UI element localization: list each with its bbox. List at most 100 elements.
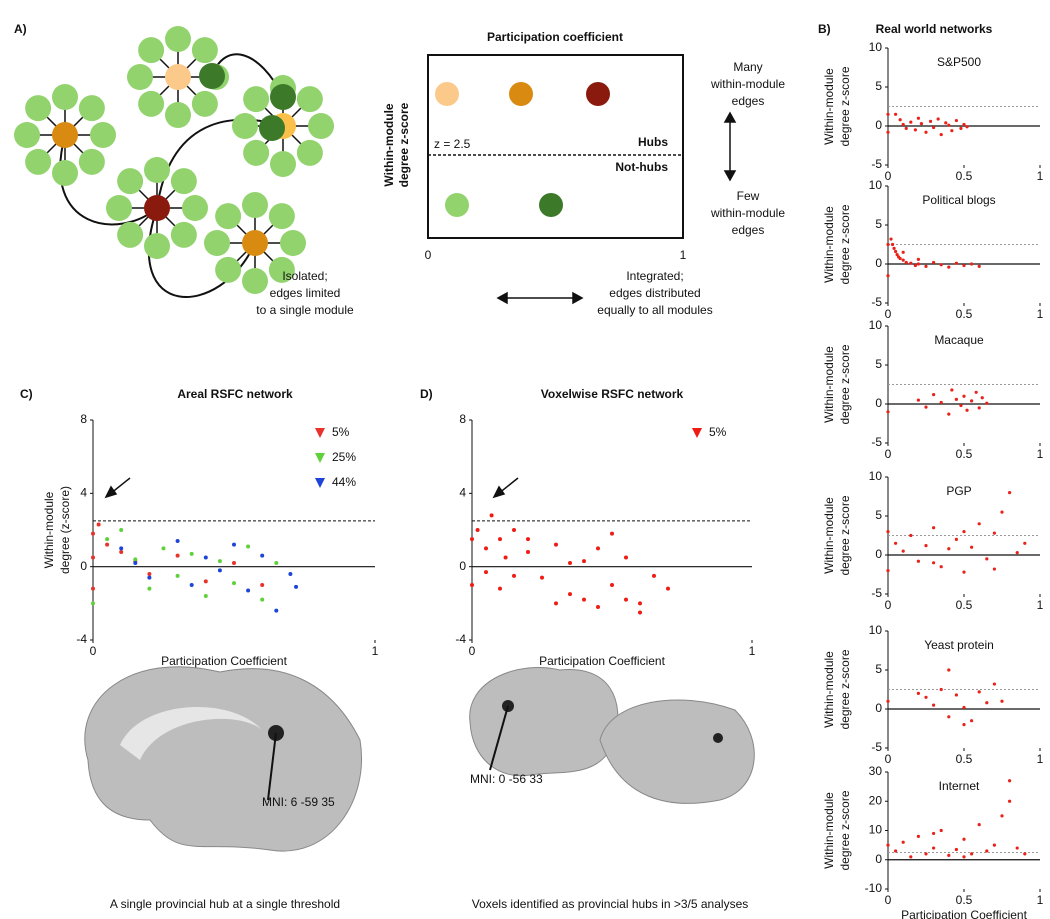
y-tick-label: 0 <box>875 701 882 715</box>
point <box>992 531 997 535</box>
point <box>939 263 943 267</box>
node <box>586 82 610 106</box>
x-tick-label: 1 <box>372 644 379 658</box>
point <box>947 123 951 127</box>
point <box>974 390 978 394</box>
y-label-line: Within-module <box>382 103 396 187</box>
point <box>916 834 921 838</box>
caption: Voxels identified as provincial hubs in … <box>472 897 749 911</box>
node <box>78 95 105 122</box>
schematic-text: edges <box>732 94 765 108</box>
point <box>246 588 251 593</box>
point <box>203 594 208 598</box>
chart-title: Political blogs <box>922 193 995 207</box>
legend-marker <box>315 453 325 463</box>
schematic-text: within-module <box>710 77 785 91</box>
point <box>932 125 936 130</box>
point <box>886 112 890 116</box>
point <box>470 583 474 587</box>
point <box>1023 852 1027 856</box>
point <box>932 561 936 565</box>
arrows <box>496 111 737 305</box>
node <box>117 168 144 195</box>
schematic-text: Isolated; <box>282 269 327 283</box>
point <box>232 581 236 586</box>
point <box>133 557 138 562</box>
y-tick-label: -5 <box>871 157 882 171</box>
point <box>147 572 152 576</box>
point <box>909 261 913 265</box>
node <box>243 139 270 166</box>
point <box>954 693 959 697</box>
point <box>217 559 222 564</box>
point <box>977 522 981 526</box>
chart-title: PGP <box>946 484 971 498</box>
y-tick-label: -10 <box>865 881 883 895</box>
schematic-text: equally to all modules <box>597 303 712 317</box>
chart-title: Macaque <box>934 333 984 347</box>
node <box>90 122 116 148</box>
point <box>924 544 928 548</box>
point <box>898 256 902 261</box>
point <box>954 261 959 265</box>
chart-title: S&P500 <box>937 55 981 69</box>
node <box>78 148 105 175</box>
y-tick-label: 4 <box>80 486 87 500</box>
hub-node <box>165 64 191 90</box>
point <box>203 555 208 560</box>
point <box>901 258 905 262</box>
x-tick-label: 0 <box>885 598 892 612</box>
point <box>959 126 963 130</box>
legend-marker <box>315 478 325 488</box>
point <box>554 601 558 606</box>
point <box>959 403 963 408</box>
node <box>144 233 170 259</box>
y-tick-label: 30 <box>869 764 883 778</box>
point <box>147 575 152 580</box>
point <box>950 388 954 392</box>
node <box>138 90 165 117</box>
x-max-label: 1 <box>680 248 687 262</box>
point <box>1015 846 1019 850</box>
y-tick-label: 5 <box>875 662 882 676</box>
point <box>526 537 530 542</box>
point <box>954 537 959 542</box>
hubs-label: Hubs <box>638 135 668 149</box>
point <box>909 120 913 124</box>
y-tick-label: 0 <box>875 118 882 132</box>
point <box>924 264 928 268</box>
y-tick-label: 0 <box>80 559 87 573</box>
point <box>886 569 890 573</box>
point <box>916 398 921 402</box>
point <box>962 855 966 859</box>
y-tick-label: 5 <box>875 217 882 231</box>
y-axis-label: Within-module degree z-score <box>822 495 852 575</box>
y-axis-label: Within-module degree z-score <box>822 790 852 870</box>
point <box>901 250 905 254</box>
point <box>962 263 966 268</box>
point <box>886 699 890 703</box>
y-label-line: degree z-score <box>838 204 852 284</box>
y-tick-label: 5 <box>875 508 882 522</box>
chart-title: Yeast protein <box>924 638 994 652</box>
x-tick-label: 0 <box>885 752 892 766</box>
point <box>916 257 921 261</box>
point <box>886 410 890 414</box>
x-tick-label: 0.5 <box>956 447 973 461</box>
schematic-text: edges distributed <box>609 286 700 300</box>
y-tick-label: 10 <box>869 318 883 332</box>
y-tick-label: 10 <box>869 178 883 192</box>
point <box>1000 510 1004 514</box>
point <box>985 849 989 853</box>
point <box>977 406 981 410</box>
point <box>189 551 194 556</box>
x-tick-label: 0 <box>885 447 892 461</box>
point <box>895 253 899 257</box>
x-tick-label: 1 <box>1037 169 1044 183</box>
point <box>932 703 936 707</box>
node <box>243 86 270 113</box>
schematic-text: Integrated; <box>626 269 683 283</box>
x-tick-label: 1 <box>749 644 756 658</box>
point <box>894 849 898 853</box>
y-tick-label: 0 <box>459 559 466 573</box>
